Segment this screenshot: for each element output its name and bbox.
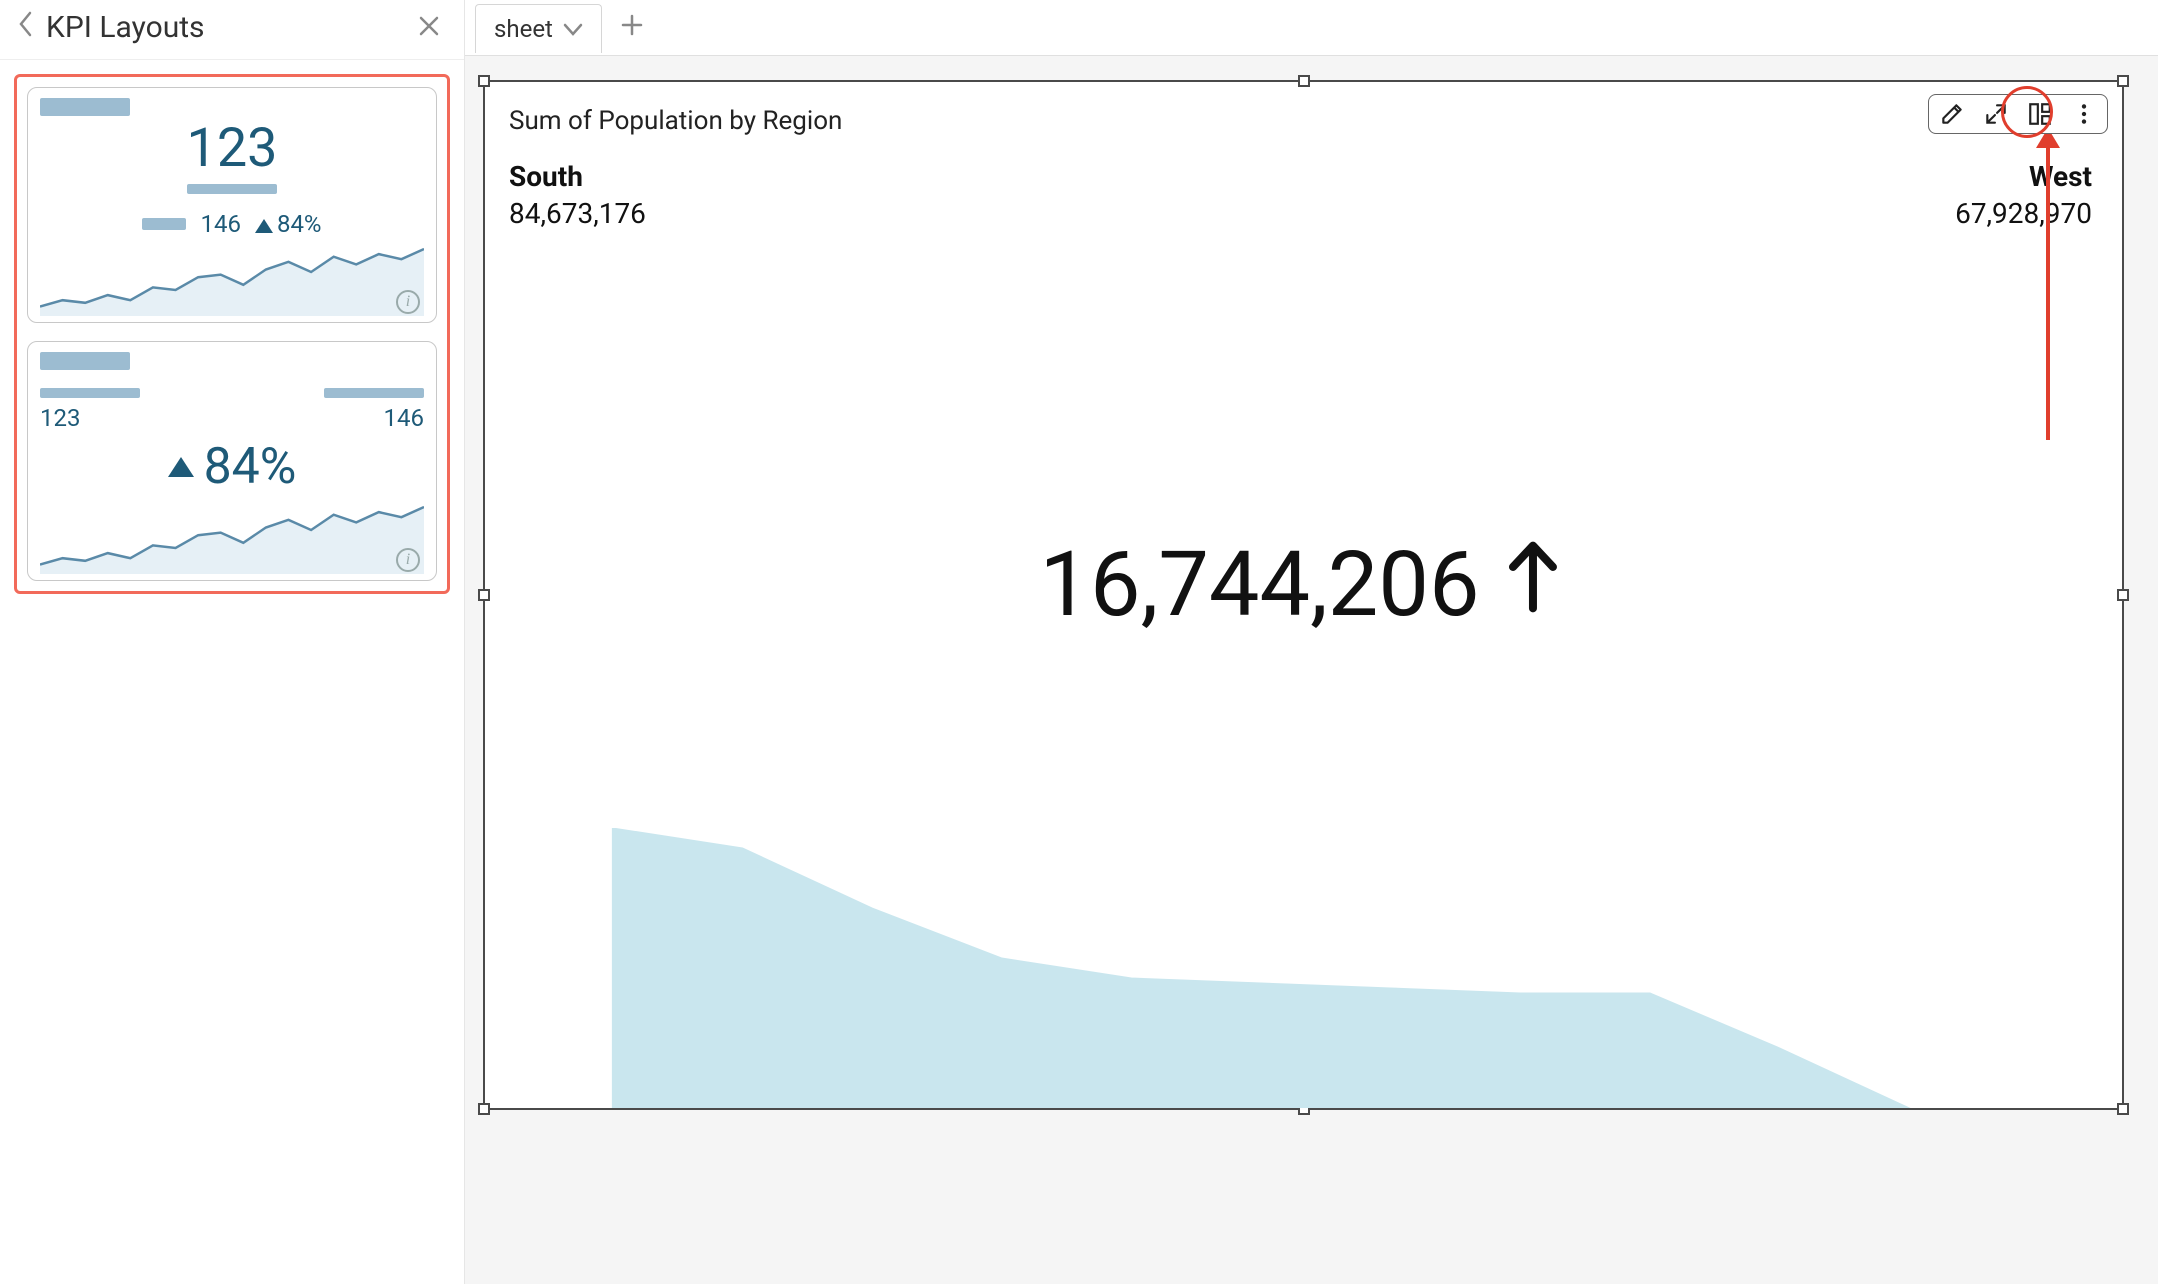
layout1-primary-value: 123 — [40, 122, 424, 176]
right-region-value: 67,928,970 — [1955, 197, 2092, 230]
placeholder-bar — [40, 352, 424, 370]
placeholder-bar — [40, 388, 140, 398]
expand-icon[interactable] — [1981, 99, 2011, 129]
layout1-secondary-value: 146 — [200, 210, 240, 238]
left-region-value: 84,673,176 — [509, 197, 646, 230]
chevron-down-icon[interactable] — [563, 15, 583, 43]
triangle-up-icon — [168, 457, 194, 477]
layout1-percent: 84% — [255, 210, 322, 238]
layout1-sparkline: i — [40, 246, 424, 316]
resize-handle[interactable] — [478, 75, 490, 87]
more-options-icon[interactable] — [2069, 99, 2099, 129]
layout2-values-row: 123 146 — [40, 388, 424, 432]
placeholder-bar — [40, 98, 424, 116]
layout2-left-value: 123 — [40, 404, 140, 432]
canvas[interactable]: Sum of Population by Region South 84,673… — [465, 56, 2158, 1284]
resize-handle[interactable] — [1298, 75, 1310, 87]
visual-header-columns: South 84,673,176 West 67,928,970 — [485, 136, 2122, 230]
layout-icon[interactable] — [2025, 99, 2055, 129]
sheet-tabbar: sheet — [465, 0, 2158, 56]
resize-handle[interactable] — [2117, 589, 2129, 601]
app-root: KPI Layouts 123 146 84% i — [0, 0, 2158, 1284]
info-icon[interactable]: i — [396, 290, 420, 314]
sidebar-header: KPI Layouts — [0, 0, 464, 60]
main-area: sheet — [465, 0, 2158, 1284]
left-region-label: South — [509, 160, 646, 193]
close-icon[interactable] — [412, 10, 446, 45]
layout2-right-value: 146 — [384, 404, 424, 432]
kpi-layouts-panel: KPI Layouts 123 146 84% i — [0, 0, 465, 1284]
layout1-secondary-row: 146 84% — [40, 210, 424, 238]
sheet-tab-label: sheet — [494, 15, 553, 43]
arrow-up-icon — [1498, 532, 1568, 637]
kpi-area-chart — [485, 828, 2122, 1108]
info-icon[interactable]: i — [396, 548, 420, 572]
right-region-label: West — [1955, 160, 2092, 193]
layout2-percent: 84% — [40, 438, 424, 496]
kpi-layout-option-1[interactable]: 123 146 84% i — [27, 87, 437, 323]
sheet-tab[interactable]: sheet — [475, 4, 602, 53]
sidebar-title: KPI Layouts — [46, 10, 412, 45]
resize-handle[interactable] — [2117, 75, 2129, 87]
placeholder-bar — [324, 388, 424, 398]
back-icon[interactable] — [18, 11, 34, 44]
placeholder-bar — [142, 218, 186, 230]
add-sheet-button[interactable] — [612, 10, 652, 45]
annotation-arrow — [2046, 130, 2050, 440]
triangle-up-icon — [255, 219, 273, 233]
kpi-layout-option-2[interactable]: 123 146 84% i — [27, 341, 437, 581]
edit-pencil-icon[interactable] — [1937, 99, 1967, 129]
visual-title: Sum of Population by Region — [485, 82, 2122, 136]
placeholder-bar — [187, 184, 277, 194]
layout2-sparkline: i — [40, 504, 424, 574]
visual-toolbar — [1928, 94, 2108, 134]
layouts-highlight-box: 123 146 84% i 123 — [14, 74, 450, 594]
kpi-primary-value: 16,744,206 — [1039, 532, 1567, 637]
resize-handle[interactable] — [478, 589, 490, 601]
kpi-visual[interactable]: Sum of Population by Region South 84,673… — [483, 80, 2124, 1110]
kpi-value-text: 16,744,206 — [1039, 532, 1479, 637]
